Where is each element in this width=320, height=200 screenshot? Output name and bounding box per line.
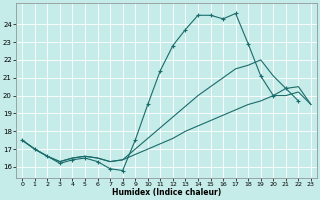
X-axis label: Humidex (Indice chaleur): Humidex (Indice chaleur) bbox=[112, 188, 221, 197]
